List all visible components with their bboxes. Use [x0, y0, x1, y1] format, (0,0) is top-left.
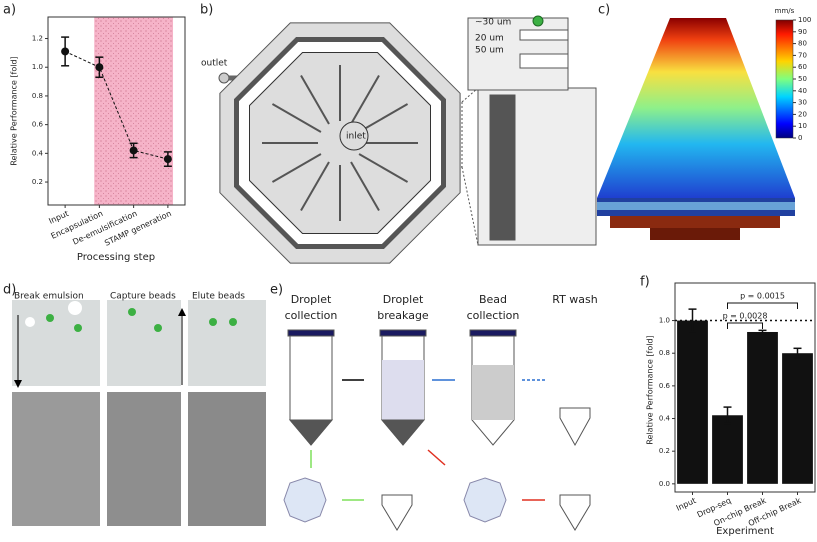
data-point	[163, 155, 172, 164]
y-tick-label: 0.2	[32, 178, 43, 186]
y-tick-label: 0.8	[659, 349, 670, 357]
y-axis-label: Relative Performance [fold]	[10, 56, 19, 165]
dimension-label: ~30 um	[475, 18, 511, 28]
colorbar-tick-label: 60	[798, 63, 807, 71]
chamber-rib	[350, 161, 380, 212]
y-tick-label: 1.0	[32, 63, 43, 71]
chamber-rib	[300, 161, 330, 212]
shade-dots	[94, 17, 174, 205]
step-label: RT wash	[552, 293, 598, 306]
shaded-region	[94, 17, 174, 205]
flow-simulation	[597, 18, 795, 240]
dimension-label: 50 um	[475, 46, 504, 56]
chamber-rib	[271, 103, 322, 133]
panel-label: e)	[270, 283, 283, 298]
y-tick-label: 0.4	[32, 149, 44, 157]
capture-diagrams	[12, 300, 266, 526]
data-point	[129, 146, 138, 155]
y-axis-label: Relative Performance [fold]	[646, 335, 655, 444]
colorbar-tick-label: 90	[798, 28, 807, 36]
panel-label: b)	[200, 3, 213, 18]
step-label: Break emulsion	[14, 292, 84, 302]
y-tick-label: 0.6	[659, 382, 671, 390]
dimension-label: 20 um	[475, 34, 504, 44]
chip-diagram	[218, 15, 597, 264]
chamber-rib	[350, 74, 380, 125]
step-label: Droplet	[383, 293, 424, 306]
data-point	[61, 47, 70, 56]
y-tick-label: 1.0	[659, 317, 670, 325]
outlet-label: outlet	[201, 59, 228, 69]
colorbar-tick-label: 70	[798, 51, 807, 59]
step-label: breakage	[377, 309, 429, 322]
panel-label: a)	[3, 3, 16, 18]
p-value: p = 0.0028	[723, 312, 768, 321]
panel-label: d)	[3, 283, 16, 298]
chamber-rib	[358, 103, 409, 133]
step-label: Capture beads	[110, 292, 176, 302]
inlet-port	[339, 121, 369, 151]
colorbar-tick-label: 100	[798, 16, 811, 24]
step-label: Bead	[479, 293, 507, 306]
bar	[747, 331, 778, 484]
trend-line	[64, 50, 168, 160]
chamber-rib	[300, 74, 330, 125]
workflow-diagram	[283, 329, 591, 531]
data-point	[95, 63, 104, 72]
chip-chamber	[249, 52, 431, 234]
filter-array	[489, 94, 516, 241]
channel	[519, 29, 569, 41]
step-label: Elute beads	[192, 292, 245, 302]
zoom-line	[461, 166, 479, 246]
colorbar-tick-label: 20	[798, 110, 807, 118]
x-axis-label: Experiment	[716, 526, 774, 537]
p-value: p = 0.0015	[740, 292, 785, 301]
x-tick-label: Input	[675, 496, 698, 513]
panel-label: f)	[640, 275, 650, 290]
step-label: collection	[467, 309, 520, 322]
bar	[677, 320, 708, 484]
y-tick-label: 0.2	[659, 447, 670, 455]
x-axis-label: Processing step	[77, 252, 155, 263]
outlet-port	[218, 72, 230, 84]
plot-frame	[674, 282, 816, 493]
y-tick-label: 0.6	[32, 121, 44, 129]
inlet-label: inlet	[346, 132, 366, 142]
colorbar-tick-label: 10	[798, 122, 807, 130]
chamber-rib	[358, 153, 409, 183]
significance-bracket	[727, 322, 763, 329]
colorbar-tick-label: 80	[798, 40, 807, 48]
bar	[782, 353, 813, 484]
plot-frame	[47, 16, 186, 206]
colorbar-tick-label: 50	[798, 75, 807, 83]
chamber-rib	[271, 153, 322, 183]
colorbar-unit: mm/s	[775, 7, 795, 15]
significance-bracket	[727, 302, 798, 309]
bead	[532, 15, 544, 27]
step-label: collection	[285, 309, 338, 322]
step-label: Droplet	[291, 293, 332, 306]
panel-label: c)	[598, 3, 610, 18]
x-tick-label: Input	[47, 209, 70, 226]
y-tick-label: 0.8	[32, 92, 43, 100]
y-tick-label: 0.0	[659, 480, 670, 488]
colorbar-tick-label: 30	[798, 99, 807, 107]
y-tick-label: 1.2	[32, 35, 43, 43]
channel	[519, 53, 569, 69]
y-tick-label: 0.4	[659, 415, 671, 423]
colorbar-tick-label: 0	[798, 134, 802, 142]
colorbar-tick-label: 40	[798, 87, 807, 95]
bar	[712, 415, 743, 484]
